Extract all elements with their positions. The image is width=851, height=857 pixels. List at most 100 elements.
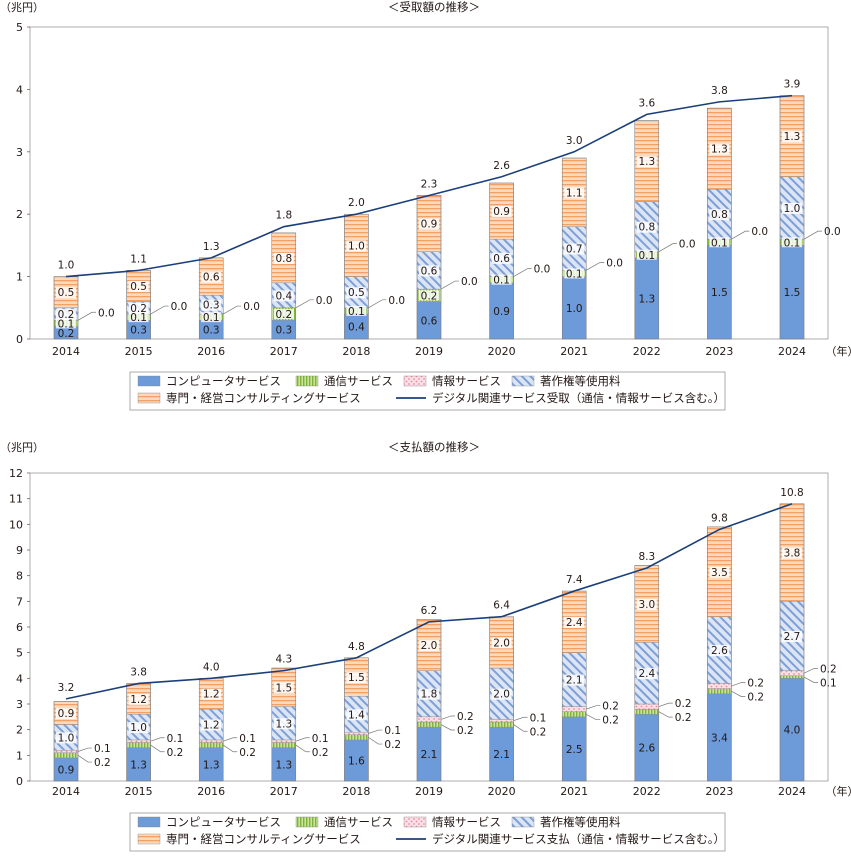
legend-label-info: 情報サービス — [432, 815, 501, 829]
x-tick-label: 2015 — [125, 785, 153, 798]
bar-segment-info — [198, 739, 224, 743]
callout-line — [658, 702, 673, 707]
x-tick-label: 2024 — [778, 345, 806, 358]
x-axis-unit: （年） — [826, 784, 851, 798]
line-data-label: 4.0 — [203, 661, 220, 673]
data-label-info: 0.0 — [679, 239, 696, 251]
y-tick-label: 0 — [16, 775, 23, 788]
data-label-copyright: 1.0 — [130, 722, 147, 734]
bar-segment-telecom — [634, 708, 659, 715]
data-label-bg — [201, 299, 222, 311]
data-label-bg — [419, 639, 439, 651]
legend-label-line: デジタル関連サービス受取（通信・情報サービス含む。） — [432, 391, 725, 405]
data-label-computer: 0.9 — [58, 764, 75, 776]
y-tick-label: 3 — [16, 146, 23, 159]
data-label-bg — [273, 290, 294, 302]
legend-swatch-info — [403, 816, 427, 828]
bar-outline — [561, 157, 587, 340]
legend-swatch-telecom — [295, 816, 319, 828]
data-label-telecom: 0.2 — [421, 290, 438, 302]
data-label-bg — [346, 240, 367, 252]
data-label-bg — [273, 252, 294, 264]
bar-segment-computer — [634, 257, 659, 340]
data-label-info: 0.0 — [388, 295, 405, 307]
bar-outline — [271, 667, 297, 782]
callout-line — [368, 729, 383, 734]
legend-swatch-consulting — [137, 392, 161, 404]
data-label-copyright: 0.3 — [203, 300, 220, 312]
legend-swatch-computer — [137, 816, 161, 828]
line-data-label: 3.2 — [58, 682, 75, 694]
data-label-consulting: 1.2 — [203, 689, 220, 701]
y-tick-label: 8 — [16, 570, 23, 583]
data-label-computer: 2.6 — [638, 743, 655, 755]
data-label-bg — [564, 268, 585, 279]
data-label-copyright: 0.6 — [493, 253, 510, 265]
data-label-telecom: 0.2 — [275, 309, 292, 321]
data-label-info: 0.0 — [534, 264, 551, 276]
data-label-bg — [273, 682, 294, 694]
data-label-telecom: 0.1 — [711, 237, 728, 249]
x-tick-label: 2014 — [52, 345, 80, 358]
y-tick-label: 0 — [16, 333, 23, 346]
y-tick-label: 4 — [16, 83, 23, 96]
data-label-bg — [56, 318, 76, 329]
data-label-bg — [564, 187, 585, 199]
line-data-label: 3.6 — [638, 97, 655, 109]
legend-label-copyright: 著作権等使用料 — [540, 374, 621, 388]
line-data-label: 3.8 — [711, 85, 728, 97]
bar-segment-computer — [416, 726, 442, 782]
y-tick-label: 12 — [9, 467, 23, 480]
callout-line — [513, 268, 532, 277]
data-label-copyright: 1.8 — [421, 689, 438, 701]
data-label-telecom: 0.2 — [747, 692, 764, 704]
x-tick-label: 2022 — [633, 345, 661, 358]
callout-line — [77, 311, 96, 321]
x-tick-label: 2021 — [560, 785, 588, 798]
data-label-computer: 0.6 — [421, 315, 438, 327]
data-label-telecom: 0.2 — [239, 747, 256, 759]
data-label-copyright: 2.7 — [784, 631, 801, 643]
callout-line — [731, 690, 746, 697]
data-label-consulting: 1.3 — [638, 156, 655, 168]
y-axis-unit: （兆円） — [0, 441, 44, 454]
data-label-telecom: 0.2 — [530, 726, 547, 738]
data-label-info: 0.0 — [461, 276, 478, 288]
callout-line — [77, 747, 92, 752]
legend-swatch-consulting — [137, 833, 161, 845]
x-tick-label: 2023 — [705, 345, 733, 358]
callout-line — [368, 737, 383, 745]
x-tick-label: 2019 — [415, 345, 443, 358]
data-label-bg — [636, 156, 657, 168]
data-label-bg — [491, 206, 512, 218]
line-data-label: 6.4 — [493, 600, 510, 612]
data-label-telecom: 0.2 — [602, 715, 619, 727]
data-label-consulting: 3.5 — [711, 567, 728, 579]
callout-line — [295, 299, 314, 309]
data-label-telecom: 0.1 — [638, 250, 655, 262]
x-tick-label: 2018 — [342, 345, 370, 358]
chart-panel-0: ＜受取額の推移＞ （兆円） 0 1 2 3 4 5 （年） 2014 2015 2016 2017 201… — [0, 0, 851, 358]
bar-outline — [707, 107, 732, 340]
data-label-computer: 0.9 — [493, 306, 510, 318]
x-tick-label: 2023 — [705, 785, 733, 798]
data-label-bg — [636, 221, 657, 233]
data-label-copyright: 2.1 — [566, 675, 583, 687]
line-data-label: 1.3 — [203, 241, 220, 253]
callout-line — [440, 280, 459, 290]
bar-segment-telecom — [779, 675, 805, 679]
bar-segment-telecom — [198, 742, 224, 748]
data-label-info: 0.1 — [312, 733, 329, 745]
data-label-consulting: 0.9 — [493, 206, 510, 218]
data-label-bg — [782, 547, 802, 559]
data-label-telecom: 0.1 — [130, 312, 147, 324]
line-data-label: 9.8 — [711, 512, 728, 524]
data-label-copyright: 0.6 — [421, 265, 438, 277]
y-tick-label: 9 — [16, 544, 23, 557]
data-label-info: 0.0 — [316, 295, 333, 307]
data-label-bg — [636, 598, 657, 610]
data-label-consulting: 3.0 — [638, 599, 655, 611]
data-label-bg — [709, 209, 730, 221]
legend-label-consulting: 専門・経営コンサルティングサービス — [166, 832, 361, 846]
data-label-copyright: 0.4 — [275, 290, 292, 302]
